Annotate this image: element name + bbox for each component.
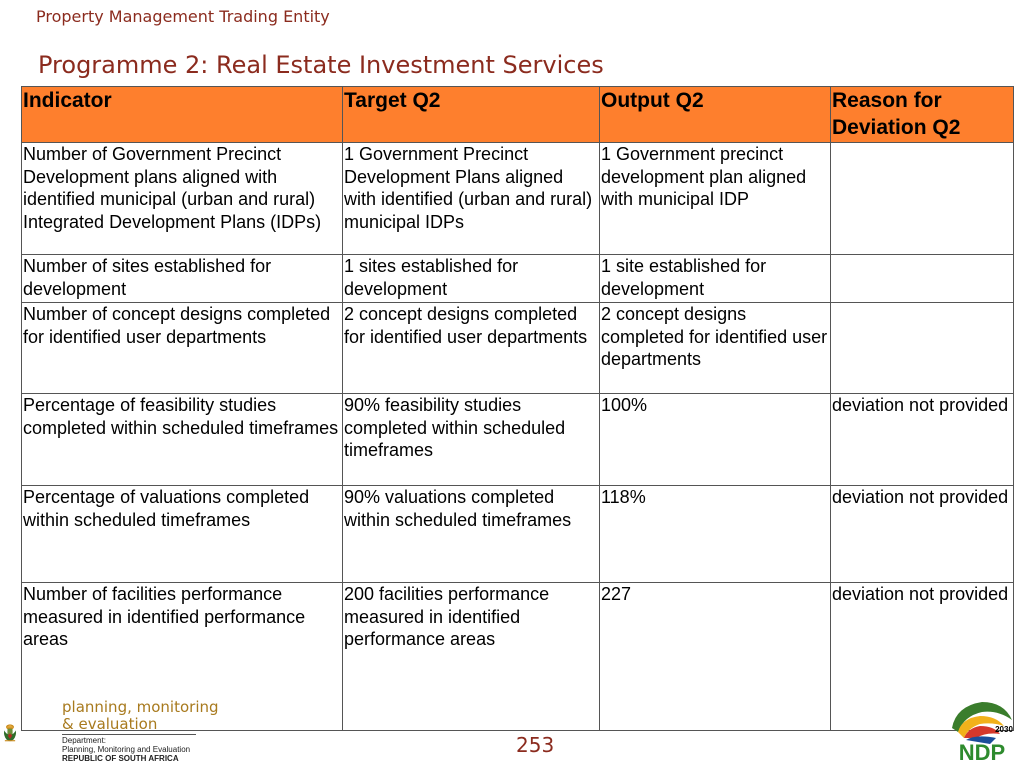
indicator-table: Indicator Target Q2 Output Q2 Reason for… xyxy=(21,86,1014,731)
ndp-text: NDP xyxy=(959,740,1005,764)
coat-of-arms-icon xyxy=(4,724,16,742)
ndp-year: 2030 xyxy=(995,725,1013,734)
programme-title: Programme 2: Real Estate Investment Serv… xyxy=(38,51,604,79)
department-text: Department: Planning, Monitoring and Eva… xyxy=(62,736,191,763)
cell-output: 1 Government precinct development plan a… xyxy=(599,142,831,255)
table-header-row: Indicator Target Q2 Output Q2 Reason for… xyxy=(21,86,1014,143)
cell-reason: deviation not provided xyxy=(830,393,1014,486)
header-output: Output Q2 xyxy=(599,86,831,143)
cell-reason: deviation not provided xyxy=(830,485,1014,583)
table-row: Number of concept designs completed for … xyxy=(21,302,1014,394)
divider xyxy=(62,734,196,735)
cell-reason xyxy=(830,302,1014,394)
cell-reason xyxy=(830,254,1014,303)
table-row: Percentage of feasibility studies comple… xyxy=(21,393,1014,486)
table-row: Number of sites established for developm… xyxy=(21,254,1014,303)
cell-indicator: Number of concept designs completed for … xyxy=(21,302,343,394)
table-row: Percentage of valuations completed withi… xyxy=(21,485,1014,583)
cell-indicator: Number of facilities performance measure… xyxy=(21,582,343,731)
cell-target: 90% feasibility studies completed within… xyxy=(342,393,600,486)
table-row: Number of Government Precinct Developmen… xyxy=(21,142,1014,255)
ndp-logo-icon: 2030 NDP xyxy=(952,702,1013,764)
cell-target: 200 facilities performance measured in i… xyxy=(342,582,600,731)
cell-output: 1 site established for development xyxy=(599,254,831,303)
header-indicator: Indicator xyxy=(21,86,343,143)
cell-reason xyxy=(830,142,1014,255)
header-reason: Reason for Deviation Q2 xyxy=(830,86,1014,143)
pme-line1: planning, monitoring xyxy=(62,698,219,716)
cell-output: 2 concept designs completed for identifi… xyxy=(599,302,831,394)
entity-name: Property Management Trading Entity xyxy=(36,7,330,26)
cell-output: 227 xyxy=(599,582,831,731)
cell-indicator: Number of sites established for developm… xyxy=(21,254,343,303)
cell-indicator: Number of Government Precinct Developmen… xyxy=(21,142,343,255)
cell-output: 100% xyxy=(599,393,831,486)
page-number: 253 xyxy=(516,733,555,757)
cell-indicator: Percentage of valuations completed withi… xyxy=(21,485,343,583)
cell-target: 1 sites established for development xyxy=(342,254,600,303)
pme-line2: & evaluation xyxy=(62,715,158,733)
cell-indicator: Percentage of feasibility studies comple… xyxy=(21,393,343,486)
cell-target: 1 Government Precinct Development Plans … xyxy=(342,142,600,255)
header-target: Target Q2 xyxy=(342,86,600,143)
cell-output: 118% xyxy=(599,485,831,583)
cell-target: 2 concept designs completed for identifi… xyxy=(342,302,600,394)
cell-target: 90% valuations completed within schedule… xyxy=(342,485,600,583)
